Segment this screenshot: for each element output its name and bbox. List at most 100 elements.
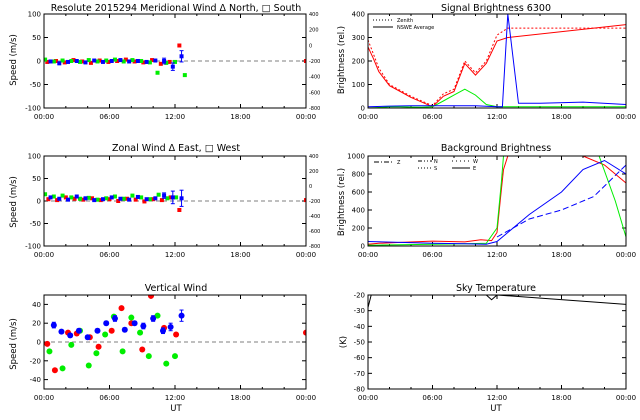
- x-tick-label: 00:00: [296, 394, 316, 402]
- y-tick-label: -40: [30, 376, 41, 384]
- data-point-red: [142, 199, 147, 204]
- data-point-blue: [144, 59, 149, 64]
- x-tick-label: 00:00: [296, 251, 316, 259]
- x-tick-label: 06:00: [422, 251, 442, 259]
- data-point-red: [106, 59, 111, 64]
- chart-title: Vertical Wind: [145, 283, 207, 294]
- y-tick-label: 100: [28, 153, 41, 161]
- panel-zonal-wind: Zonal Wind Δ East, □ West Speed (m/s) 00…: [9, 143, 320, 259]
- data-point-red: [90, 196, 95, 201]
- x-tick-label: 00:00: [358, 394, 378, 402]
- data-point-red: [158, 61, 163, 66]
- x-tick-label: 18:00: [551, 394, 571, 402]
- legend-label-s: S: [434, 166, 437, 172]
- data-point-green: [154, 312, 161, 319]
- data-point-blue: [100, 59, 105, 64]
- y2-tick-label: -800: [309, 244, 320, 250]
- data-point-green: [59, 365, 66, 372]
- y-tick-label: -70: [354, 370, 365, 378]
- y-tick-label: -60: [354, 354, 365, 362]
- data-layer: [44, 295, 306, 374]
- y-tick-label: -50: [30, 81, 41, 89]
- x-tick-label: 18:00: [230, 394, 250, 402]
- panel-meridional-wind: Resolute 2015294 Meridional Wind Δ North…: [9, 3, 320, 121]
- data-point-red: [51, 367, 58, 374]
- data-point-green: [95, 59, 100, 64]
- data-point-green: [102, 331, 109, 338]
- data-point-green: [145, 353, 152, 360]
- data-point-green: [68, 341, 75, 348]
- data-point-green: [173, 59, 177, 64]
- y-tick-label: 0: [37, 198, 41, 206]
- x-tick-label: 06:00: [99, 113, 119, 121]
- data-point-blue: [83, 196, 88, 201]
- series-line-blue: [368, 159, 626, 245]
- x-axis-label: UT: [170, 404, 182, 414]
- data-point-blue: [92, 198, 97, 203]
- data-point-red: [71, 58, 76, 63]
- data-point-blue: [103, 320, 110, 327]
- panel-sky-temperature: Sky Temperature (K) 00:00 06:00 12:00 18:00…: [339, 283, 636, 414]
- x-tick-label: 00:00: [34, 251, 54, 259]
- legend-label-w: W: [473, 159, 478, 165]
- data-point-green: [182, 73, 187, 78]
- plot-frame: [367, 13, 627, 109]
- data-point-green: [155, 70, 160, 75]
- data-point-green: [69, 195, 74, 200]
- y-tick-label: -50: [30, 220, 41, 228]
- data-point-blue: [135, 59, 140, 63]
- data-point-blue: [100, 197, 105, 202]
- data-point-blue: [57, 196, 62, 201]
- data-point-blue: [170, 195, 175, 200]
- data-point-red: [88, 60, 93, 65]
- panel-signal-brightness: Signal Brightness 6300 Brightness (rel.)…: [337, 3, 636, 121]
- y-tick-label: -50: [354, 339, 365, 347]
- data-point-red: [118, 305, 125, 312]
- y-axis-label: Speed (m/s): [9, 34, 19, 86]
- data-point-red: [98, 198, 103, 203]
- data-point-blue: [179, 196, 184, 201]
- data-point-blue: [111, 315, 118, 322]
- data-point-red: [45, 59, 50, 64]
- data-point-blue: [127, 197, 132, 202]
- x-tick-label: 00:00: [358, 251, 378, 259]
- y-tick-label: 50: [32, 175, 41, 183]
- y-tick-label: 0: [361, 105, 365, 113]
- series-line-Zenith: [368, 27, 626, 107]
- x-tick-label: 12:00: [487, 113, 507, 121]
- data-point-red: [304, 198, 306, 203]
- panel-vertical-wind: Vertical Wind Speed (m/s) 00:00 06:00 12:0…: [9, 283, 316, 414]
- data-point-blue: [74, 194, 79, 199]
- x-tick-label: 06:00: [422, 113, 442, 121]
- data-point-red: [115, 59, 120, 63]
- y-axis-label: Brightness (rel.): [337, 168, 347, 236]
- data-point-blue: [66, 59, 71, 64]
- series-line-blue-dash: [496, 164, 626, 238]
- data-point-green: [164, 60, 169, 65]
- y-axis-label: Speed (m/s): [9, 176, 19, 228]
- y-tick-label: -30: [354, 307, 365, 315]
- data-point-blue: [118, 196, 123, 201]
- data-point-blue: [153, 196, 158, 201]
- x-axis-label: UT: [490, 404, 502, 414]
- y-tick-label: 400: [352, 11, 365, 19]
- data-point-red: [108, 327, 115, 334]
- data-point-green: [86, 58, 91, 63]
- x-tick-label: 12:00: [165, 113, 185, 121]
- data-point-red: [124, 196, 129, 201]
- data-point-green: [121, 59, 126, 64]
- series-line-green: [368, 88, 626, 108]
- data-point-red: [177, 208, 182, 212]
- x-tick-label: 12:00: [165, 394, 185, 402]
- x-tick-label: 18:00: [230, 251, 250, 259]
- y2-tick-label: 200: [309, 28, 319, 34]
- x-tick-label: 18:00: [230, 113, 250, 121]
- legend-label-nswe-average: NSWE Average: [397, 25, 434, 31]
- data-point-blue: [178, 312, 185, 319]
- y-tick-label: 300: [352, 34, 365, 42]
- series-line-NSWE Average: [368, 24, 626, 108]
- data-point-blue: [66, 197, 71, 202]
- x-tick-label: 00:00: [296, 113, 316, 121]
- data-point-green: [121, 196, 126, 201]
- data-point-red: [95, 343, 102, 350]
